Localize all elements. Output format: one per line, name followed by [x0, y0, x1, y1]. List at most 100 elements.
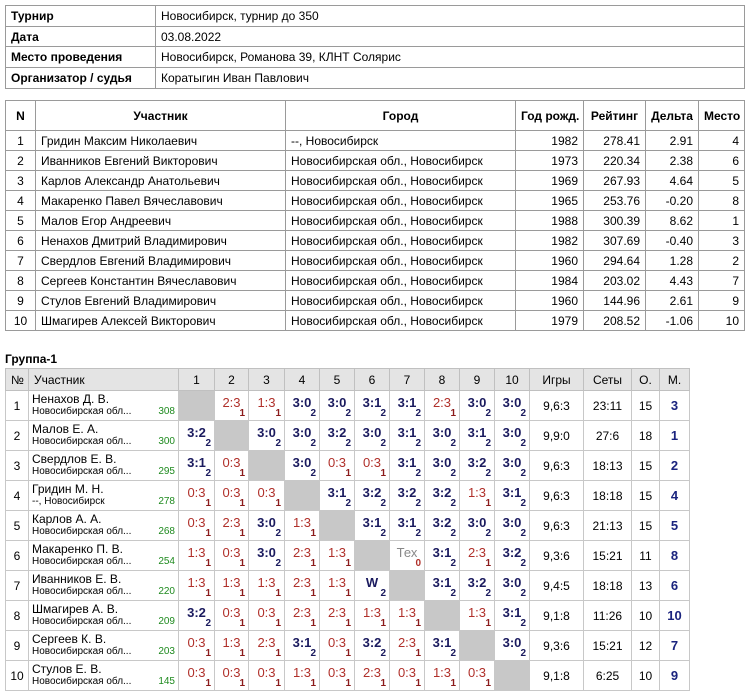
column-header: О. [631, 368, 660, 391]
place: 9 [698, 290, 745, 311]
score: 3:1 2 [428, 542, 456, 570]
score-cell: 1:3 1 [248, 390, 285, 421]
participant-row: 1 Гридин Максим Николаевич --, Новосибирск… [5, 130, 745, 151]
match-score: 3:2 [362, 485, 382, 500]
score: 0:3 1 [182, 632, 211, 660]
score-cell: 3:2 2 [178, 600, 215, 631]
rating: 307.69 [583, 230, 646, 251]
match-points: 2 [485, 468, 491, 479]
score: 1:3 1 [252, 572, 281, 600]
match-score: 3:1 [432, 545, 452, 560]
match-score: 2:3 [397, 635, 417, 650]
score: 3:2 2 [428, 482, 456, 510]
points: 18 [631, 420, 660, 451]
match-points: 1 [415, 678, 421, 689]
score: 2:3 1 [358, 662, 386, 690]
match-score: 0:3 [397, 665, 417, 680]
score-cell: 3:1 2 [494, 480, 530, 511]
city: Новосибирская обл., Новосибирск [285, 310, 516, 331]
games: 9,3:6 [529, 540, 584, 571]
match-score: 1:3 [187, 545, 206, 560]
score-cell: 3:2 2 [424, 510, 460, 541]
match-score: 0:3 [222, 455, 241, 470]
score: 3:0 2 [428, 422, 456, 450]
match-points: 1 [310, 618, 316, 629]
info-row: Турнир Новосибирск, турнир до 350 [5, 5, 745, 27]
match-points: 2 [450, 498, 456, 509]
header-row: № Участник 1 2 3 4 5 6 7 8 9 10 Игры Сеты О. М. [5, 368, 690, 391]
score: 2:3 1 [218, 512, 245, 540]
birth-year: 1984 [515, 270, 584, 291]
number: 7 [5, 570, 29, 601]
match-points: 1 [415, 618, 421, 629]
participant-name: Ненахов Д. В. [32, 392, 110, 406]
score-cell: 1:3 1 [178, 570, 215, 601]
match-points: 1 [485, 558, 491, 569]
birth-year: 1973 [515, 150, 584, 171]
score: 3:2 2 [463, 572, 491, 600]
score-cell: 3:0 2 [248, 420, 285, 451]
score-cell: 0:3 1 [214, 660, 249, 691]
score: 3:1 2 [393, 452, 421, 480]
match-points: 1 [380, 618, 386, 629]
score: 1:3 1 [288, 662, 316, 690]
score: 3:0 2 [463, 392, 491, 420]
column-header: 9 [459, 368, 495, 391]
match-points: 1 [275, 648, 281, 659]
diagonal-cell [389, 570, 425, 601]
score-cell: 0:3 1 [354, 450, 390, 481]
place: 5 [659, 510, 690, 541]
match-points: 2 [520, 408, 526, 419]
score: 1:3 1 [463, 602, 491, 630]
score: 3:2 2 [358, 632, 386, 660]
score-cell: 0:3 1 [178, 660, 215, 691]
column-header: 4 [284, 368, 320, 391]
match-score: 3:2 [397, 485, 417, 500]
rating: 295 [158, 466, 175, 477]
city: Новосибирская обл... [32, 466, 132, 477]
score-cell: 0:3 1 [248, 600, 285, 631]
score: 3:1 2 [498, 602, 526, 630]
match-score: 3:0 [257, 545, 276, 560]
match-score: 3:1 [432, 575, 452, 590]
score-cell: 2:3 1 [459, 540, 495, 571]
score: 0:3 1 [182, 482, 211, 510]
match-score: 0:3 [327, 455, 347, 470]
match-points: 2 [205, 468, 211, 479]
match-points: 1 [450, 408, 456, 419]
score: 3:0 2 [288, 452, 316, 480]
rating: 208.52 [583, 310, 646, 331]
score-cell: 3:1 2 [424, 540, 460, 571]
city: Новосибирская обл... [32, 616, 132, 627]
match-score: 0:3 [187, 635, 206, 650]
participant-name: Карлов А. А. [32, 512, 102, 526]
column-header: 8 [424, 368, 460, 391]
match-score: 3:1 [502, 605, 522, 620]
score-cell: 3:1 2 [459, 420, 495, 451]
participant-name: Макаренко П. В. [32, 542, 123, 556]
column-header: М. [659, 368, 690, 391]
participant-name: Шмагирев А. В. [32, 602, 119, 616]
match-score: 3:0 [432, 455, 452, 470]
match-points: 1 [275, 618, 281, 629]
match-points: 1 [205, 588, 211, 599]
score: 0:3 1 [323, 632, 351, 660]
participants-table: N Участник Город Год рожд. Рейтинг Дельта Мест… [5, 100, 745, 331]
column-header: 10 [494, 368, 530, 391]
match-points: 1 [345, 588, 351, 599]
birth-year: 1979 [515, 310, 584, 331]
place: 7 [698, 270, 745, 291]
score-cell: 0:3 1 [319, 630, 355, 661]
info-table: Турнир Новосибирск, турнир до 350 Дата 03.0… [5, 5, 745, 89]
score-cell: 1:3 1 [354, 600, 390, 631]
score: 3:1 2 [323, 482, 351, 510]
number: 1 [5, 390, 29, 421]
match-score: 0:3 [187, 515, 206, 530]
match-score: 3:0 [327, 395, 347, 410]
place: 4 [659, 480, 690, 511]
match-points: 2 [275, 438, 281, 449]
match-points: 2 [450, 648, 456, 659]
score-cell: 3:0 2 [424, 450, 460, 481]
score-cell: 1:3 1 [284, 660, 320, 691]
sets: 15:21 [583, 540, 632, 571]
